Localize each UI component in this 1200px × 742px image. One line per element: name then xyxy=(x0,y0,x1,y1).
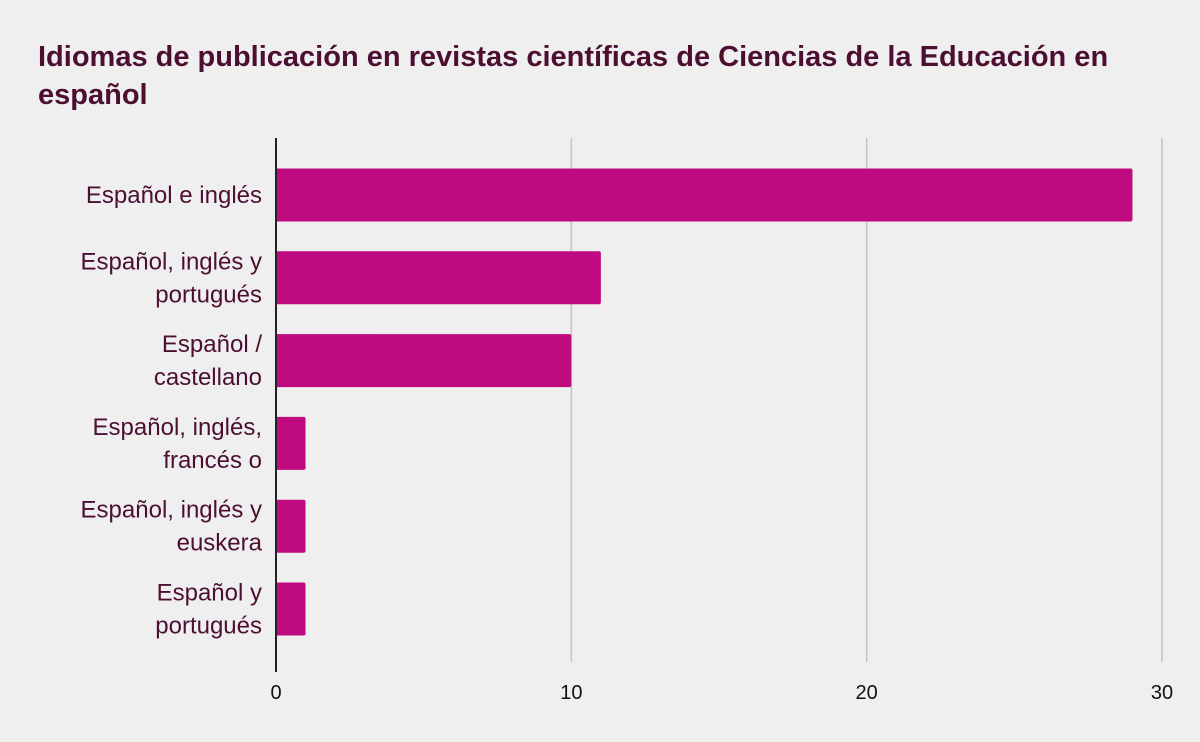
x-tick-label: 30 xyxy=(1151,682,1173,704)
category-label-line: Español y xyxy=(157,580,262,607)
category-label: Español, inglés, francés o xyxy=(93,414,262,474)
category-label-line: euskera xyxy=(177,530,263,557)
category-label: Español, inglés y portugués xyxy=(81,248,262,308)
bar xyxy=(276,582,306,636)
category-label-line: portugués xyxy=(155,281,262,308)
category-label: Español e inglés xyxy=(86,182,262,209)
x-tick-label: 0 xyxy=(270,682,281,704)
bar xyxy=(276,251,601,305)
category-label-line: francés o xyxy=(163,447,262,474)
bar xyxy=(276,416,306,470)
bar xyxy=(276,168,1133,222)
category-label-line: Español, inglés y xyxy=(81,248,262,275)
category-label-line: castellano xyxy=(154,364,262,391)
category-label-line: Español e inglés xyxy=(86,182,262,209)
bar xyxy=(276,499,306,553)
category-label: Español y portugués xyxy=(155,580,262,640)
category-label-line: portugués xyxy=(155,613,262,640)
bar xyxy=(276,334,572,388)
chart-title: Idiomas de publicación en revistas cient… xyxy=(38,41,1109,111)
category-label-line: Español, inglés, xyxy=(93,414,262,441)
x-tick-label: 20 xyxy=(856,682,878,704)
category-label-line: Español, inglés y xyxy=(81,497,262,524)
category-label: Español / castellano xyxy=(154,331,262,391)
x-tick-label: 10 xyxy=(560,682,582,704)
category-label-line: Español / xyxy=(162,331,262,358)
category-label: Español, inglés y euskera xyxy=(81,497,263,557)
